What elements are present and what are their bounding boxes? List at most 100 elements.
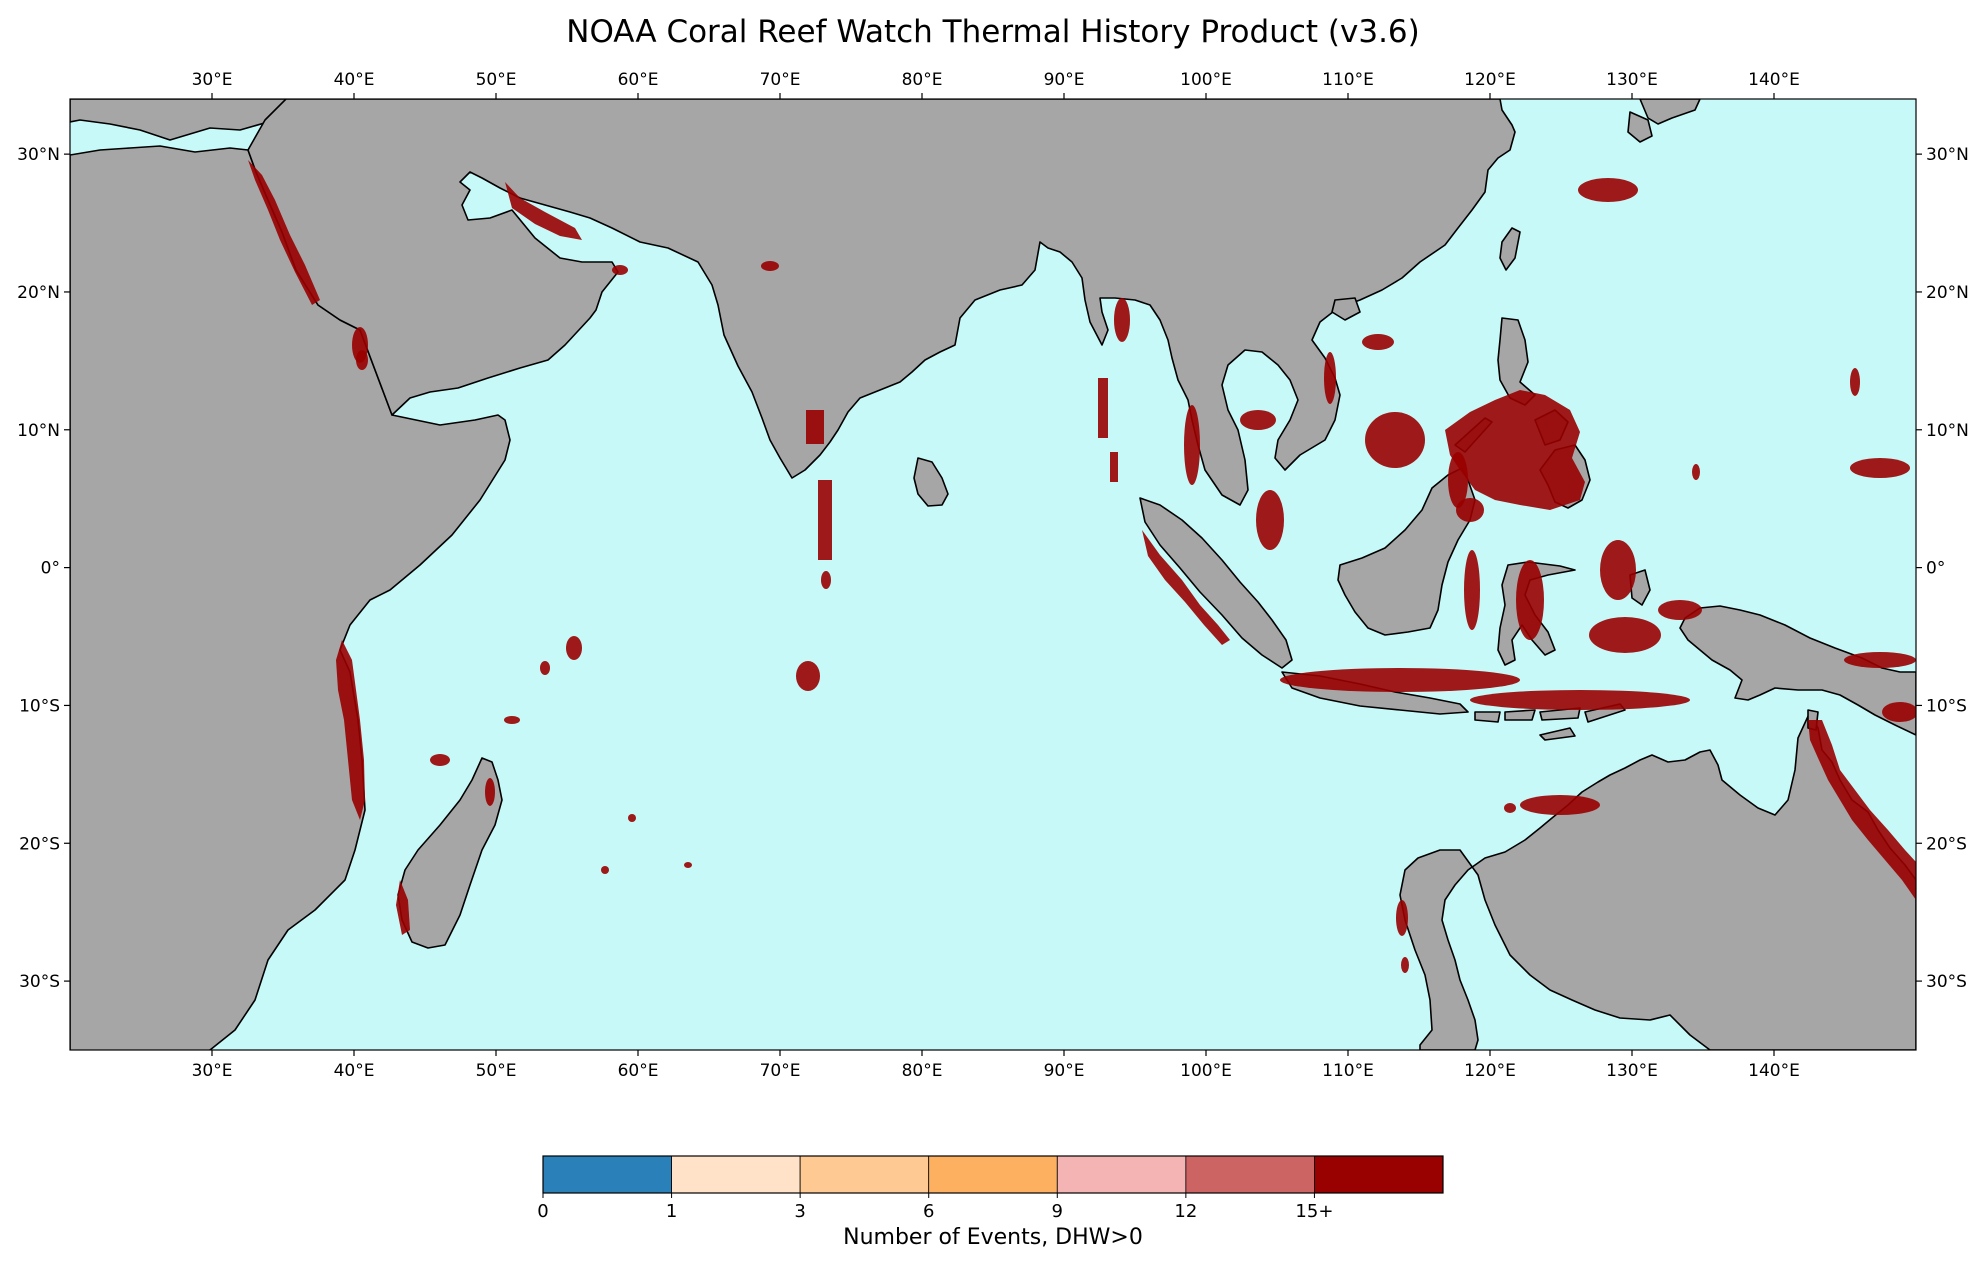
latitude-ticks-left: 30°N 20°N 10°N 0° 10°S 20°S 30°S — [17, 145, 70, 992]
lon-tick-label-top: 40°E — [334, 70, 375, 90]
latitude-ticks-right: 30°N 20°N 10°N 0° 10°S 20°S 30°S — [1916, 145, 1969, 992]
lon-tick-label-top: 120°E — [1464, 70, 1516, 90]
colorbar-bin — [1314, 1155, 1444, 1194]
colorbar-bin — [928, 1155, 1058, 1194]
lon-tick-label-bottom: 30°E — [192, 1061, 233, 1081]
reef-png-south — [1882, 702, 1916, 722]
reef-ningaloo — [1396, 900, 1408, 936]
lat-tick-label-left: 10°S — [19, 696, 60, 716]
lon-tick-label-bottom: 40°E — [334, 1061, 375, 1081]
land-eurasia — [247, 99, 1516, 506]
reef-micronesia — [1850, 458, 1910, 478]
reef-maldives-south — [821, 571, 831, 589]
colorbar-tick-label: 1 — [666, 1201, 677, 1222]
lat-tick-label-right: 0° — [1926, 559, 1945, 579]
lon-tick-label-top: 140°E — [1748, 70, 1800, 90]
lon-tick-label-top: 100°E — [1180, 70, 1232, 90]
lat-tick-label-left: 10°N — [17, 421, 60, 441]
reef-cargados — [628, 814, 636, 822]
colorbar-tick-label: 9 — [1052, 1201, 1063, 1222]
lat-tick-label-right: 30°S — [1926, 972, 1967, 992]
reef-maluku — [1600, 540, 1636, 600]
reef-rodrigues — [684, 862, 692, 868]
lat-tick-label-right: 30°N — [1926, 145, 1969, 165]
colorbar-tick-label: 12 — [1174, 1201, 1197, 1222]
lon-tick-label-top: 110°E — [1322, 70, 1374, 90]
reef-myanmar-coast — [1114, 298, 1130, 342]
reef-lakshadweep — [806, 410, 824, 444]
colorbar-bin — [542, 1155, 672, 1194]
land-sri-lanka — [913, 457, 949, 507]
reef-gulf-thailand — [1240, 410, 1276, 430]
reef-maldives — [818, 480, 832, 560]
reef-paracel — [1362, 334, 1394, 350]
reef-kutch — [761, 261, 779, 271]
reef-sulawesi — [1516, 560, 1544, 640]
colorbar-bin — [1185, 1155, 1315, 1194]
colorbar: 0 1 3 6 9 12 15+ — [537, 1155, 1444, 1222]
land-lesser-sunda — [1474, 703, 1626, 741]
lon-tick-label-bottom: 50°E — [476, 1061, 517, 1081]
colorbar-tick-label: 3 — [794, 1201, 805, 1222]
lon-tick-label-bottom: 120°E — [1464, 1061, 1516, 1081]
reef-vietnam-coast — [1324, 352, 1336, 404]
lat-tick-label-right: 20°S — [1926, 834, 1967, 854]
lat-tick-label-left: 20°N — [17, 283, 60, 303]
lat-tick-label-left: 0° — [41, 559, 60, 579]
reef-borneo-north — [1456, 498, 1484, 522]
reef-event-markers — [248, 160, 1916, 973]
colorbar-bin — [1056, 1155, 1187, 1194]
reef-madagascar-west — [396, 880, 410, 935]
lon-tick-label-top: 70°E — [760, 70, 801, 90]
reef-palau — [1692, 464, 1700, 480]
colorbar-bin — [799, 1155, 930, 1194]
land-australia — [1399, 711, 1916, 1050]
land-madagascar — [397, 757, 503, 949]
reef-marianas — [1850, 368, 1860, 396]
longitude-ticks-top: 30°E 40°E 50°E 60°E 70°E 80°E 90°E 100°E 110°E 12… — [192, 70, 1800, 99]
reef-farasan — [356, 350, 368, 370]
reef-andaman — [1098, 378, 1108, 438]
reef-red-sea — [248, 160, 320, 305]
lon-tick-label-top: 80°E — [902, 70, 943, 90]
lat-tick-label-left: 30°N — [17, 145, 60, 165]
reef-scott-reef — [1504, 803, 1516, 813]
reef-nicobar — [1110, 452, 1118, 482]
colorbar-tick-label: 0 — [537, 1201, 548, 1222]
lon-tick-label-bottom: 130°E — [1606, 1061, 1658, 1081]
lon-tick-label-bottom: 90°E — [1044, 1061, 1085, 1081]
lat-tick-label-left: 30°S — [19, 972, 60, 992]
lat-tick-label-right: 10°N — [1926, 421, 1969, 441]
reef-png-north — [1844, 652, 1916, 668]
land-hainan — [1331, 297, 1361, 321]
colorbar-bin — [671, 1155, 801, 1194]
reef-raja-ampat — [1658, 600, 1702, 620]
lon-tick-label-bottom: 140°E — [1748, 1061, 1800, 1081]
reef-east-africa — [336, 640, 365, 820]
land-new-guinea — [1679, 605, 1916, 736]
lon-tick-label-top: 90°E — [1044, 70, 1085, 90]
reef-malay — [1256, 490, 1284, 550]
reef-kimberley — [1520, 795, 1600, 815]
longitude-ticks-bottom: 30°E 40°E 50°E 60°E 70°E 80°E 90°E 100°E 110°E 12… — [192, 1050, 1800, 1081]
reef-comoros — [430, 754, 450, 766]
map-border — [69, 98, 1917, 1051]
reef-seychelles — [566, 636, 582, 660]
reef-chagos — [796, 661, 820, 691]
reef-borneo-east — [1464, 550, 1480, 630]
map-plot-area — [70, 99, 1916, 1050]
reef-abrolhos — [1401, 957, 1409, 973]
reef-palawan — [1448, 452, 1468, 508]
lon-tick-label-bottom: 70°E — [760, 1061, 801, 1081]
lon-tick-label-bottom: 60°E — [618, 1061, 659, 1081]
reef-aldabra — [504, 716, 520, 724]
reef-amirantes — [540, 661, 550, 675]
land-taiwan — [1499, 227, 1521, 271]
reef-gulf-of-oman — [612, 265, 628, 275]
colorbar-frame — [542, 1155, 1444, 1194]
reef-thailand-west — [1184, 405, 1200, 485]
reef-philippines — [1445, 390, 1585, 510]
lon-tick-label-bottom: 100°E — [1180, 1061, 1232, 1081]
land-japan — [1627, 99, 1701, 143]
